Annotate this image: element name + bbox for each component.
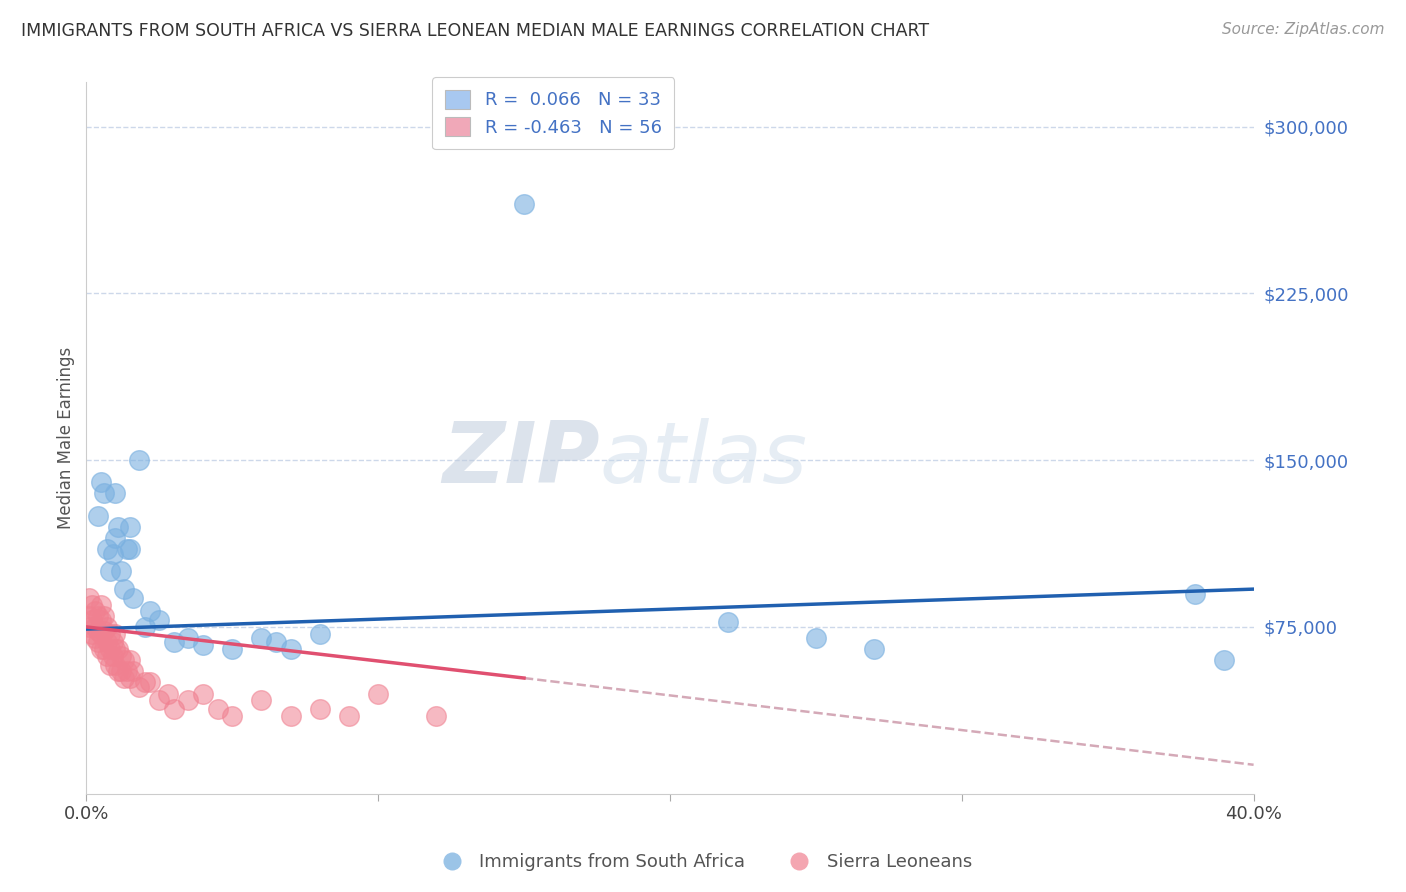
Text: atlas: atlas (600, 417, 808, 500)
Point (308, 626, 330, 640)
Point (101, 547, 124, 561)
Point (112, 671, 135, 685)
Point (804, 631, 827, 645)
Y-axis label: Median Male Earnings: Median Male Earnings (58, 347, 75, 529)
Legend: R =  0.066   N = 33, R = -0.463   N = 56: R = 0.066 N = 33, R = -0.463 N = 56 (432, 77, 675, 149)
Point (139, 675, 162, 690)
Point (101, 635, 124, 649)
Point (90, 598, 112, 612)
Point (221, 642, 243, 657)
Point (96, 620, 118, 634)
Point (90, 626, 112, 640)
Point (104, 657, 127, 672)
Point (1184, 586, 1206, 600)
Point (93, 486, 115, 500)
Point (139, 604, 162, 618)
Point (96, 542, 118, 557)
Point (191, 687, 214, 701)
Point (104, 531, 127, 545)
Point (82, 626, 104, 640)
Point (84, 604, 107, 618)
Point (104, 486, 127, 500)
Point (87, 624, 110, 639)
Point (77, 608, 100, 623)
Point (112, 582, 135, 596)
Point (98, 642, 121, 657)
Point (425, 709, 447, 723)
Point (87, 508, 110, 523)
Text: IMMIGRANTS FROM SOUTH AFRICA VS SIERRA LEONEAN MEDIAN MALE EARNINGS CORRELATION : IMMIGRANTS FROM SOUTH AFRICA VS SIERRA L… (21, 22, 929, 40)
Point (122, 665, 145, 679)
Point (264, 635, 287, 649)
Point (1213, 653, 1236, 667)
Point (90, 613, 112, 627)
Point (96, 635, 118, 649)
Point (93, 608, 115, 623)
Point (156, 687, 179, 701)
Point (337, 709, 360, 723)
Point (115, 542, 138, 557)
Point (128, 453, 150, 467)
Point (120, 542, 142, 557)
Point (280, 642, 302, 657)
Point (177, 693, 200, 707)
Point (163, 635, 186, 649)
Point (96, 648, 118, 663)
Text: Source: ZipAtlas.com: Source: ZipAtlas.com (1222, 22, 1385, 37)
Point (148, 693, 170, 707)
Point (104, 626, 127, 640)
Point (77, 591, 100, 605)
Point (308, 702, 330, 716)
Point (280, 709, 302, 723)
Point (115, 665, 138, 679)
Point (101, 648, 124, 663)
Point (90, 475, 112, 490)
Point (148, 613, 170, 627)
Point (98, 626, 121, 640)
Point (112, 653, 135, 667)
Point (110, 648, 132, 663)
Point (104, 642, 127, 657)
Legend: Immigrants from South Africa, Sierra Leoneans: Immigrants from South Africa, Sierra Leo… (427, 847, 979, 879)
Point (863, 642, 886, 657)
Point (122, 591, 145, 605)
Point (84, 620, 107, 634)
Point (107, 665, 129, 679)
Point (120, 653, 142, 667)
Point (82, 613, 104, 627)
Point (367, 687, 389, 701)
Point (110, 564, 132, 578)
Point (250, 631, 273, 645)
Point (82, 598, 104, 612)
Point (98, 657, 121, 672)
Text: ZIP: ZIP (443, 417, 600, 500)
Point (134, 675, 156, 690)
Point (207, 702, 229, 716)
Point (107, 642, 129, 657)
Point (717, 615, 740, 630)
Point (250, 693, 273, 707)
Point (84, 631, 107, 645)
Point (93, 624, 115, 639)
Point (134, 620, 156, 634)
Point (191, 638, 214, 652)
Point (77, 620, 100, 634)
Point (221, 709, 243, 723)
Point (513, 197, 536, 211)
Point (90, 642, 112, 657)
Point (120, 671, 142, 685)
Point (163, 702, 186, 716)
Point (93, 642, 115, 657)
Point (110, 665, 132, 679)
Point (87, 608, 110, 623)
Point (177, 631, 200, 645)
Point (120, 520, 142, 534)
Point (107, 520, 129, 534)
Point (128, 680, 150, 694)
Point (87, 635, 110, 649)
Point (98, 564, 121, 578)
